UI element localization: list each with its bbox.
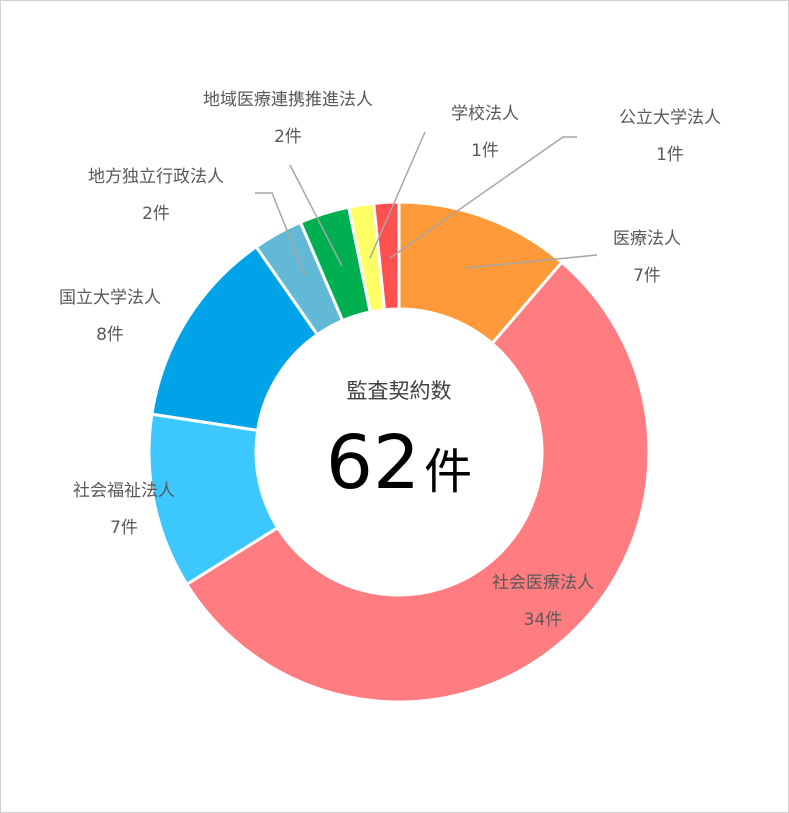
slice-value-label-5: 2件 [274,127,302,147]
slice-value-label-4: 2件 [142,204,170,224]
leader-line-7 [389,136,577,259]
slice-label-6: 学校法人 [451,104,519,124]
slice-7 [372,200,401,312]
slice-label-3: 国立大学法人 [59,288,161,308]
center-unit: 件 [424,444,472,500]
slice-label-4: 地方独立行政法人 [88,167,224,187]
slice-value-label-2: 7件 [110,518,138,538]
slice-value-label-1: 34件 [524,610,563,630]
slice-label-2: 社会福祉法人 [73,481,175,501]
leader-line-5 [289,164,343,267]
slice-1 [184,260,651,704]
slice-value-label-3: 8件 [96,325,124,345]
center-value: 62 [326,420,420,506]
slice-label-7: 公立大学法人 [619,108,721,128]
center-title: 監査契約数 [347,379,452,403]
slice-label-0: 医療法人 [613,229,681,249]
leader-line-0 [464,254,598,269]
leader-line-6 [369,131,426,259]
slice-value-label-7: 1件 [656,145,684,165]
slice-label-1: 社会医療法人 [492,573,594,593]
center-total: 62件 [326,420,472,506]
slice-value-label-6: 1件 [471,141,499,161]
slice-value-label-0: 7件 [633,266,661,286]
slice-label-5: 地域医療連携推進法人 [203,90,373,110]
leader-line-4 [255,192,306,276]
